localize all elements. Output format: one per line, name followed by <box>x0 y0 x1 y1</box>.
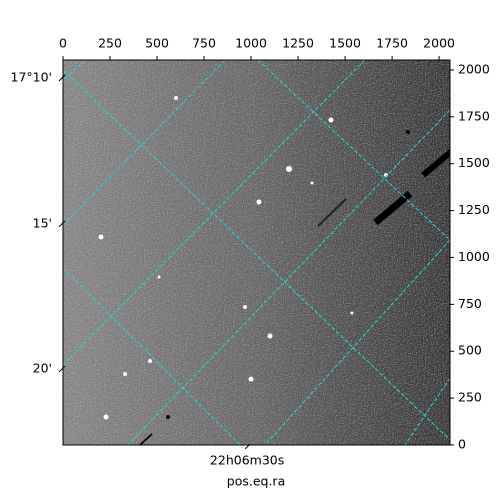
y-tick-label: 250 <box>458 390 482 405</box>
x-tick-label: 1750 <box>376 36 408 51</box>
y-tick-label: 0 <box>458 437 466 452</box>
sky-image <box>63 60 450 445</box>
x-tick-label: 2000 <box>423 36 455 51</box>
x-tick-label: 1500 <box>329 36 361 51</box>
y-tick-label: 1750 <box>458 108 490 123</box>
x-axis-label: pos.eq.ra <box>227 474 285 489</box>
dec-tick <box>58 74 66 82</box>
ra-tick <box>244 443 251 450</box>
dec-tick <box>58 365 66 373</box>
coordinate-grid <box>63 60 450 445</box>
y-tick-label: 1000 <box>458 249 490 264</box>
x-tick-label: 500 <box>145 36 169 51</box>
y-tick-label: 2000 <box>458 61 490 76</box>
x-tick-label: 250 <box>98 36 122 51</box>
y-tick-label: 750 <box>458 296 482 311</box>
dec-tick-label: 20' <box>33 361 52 376</box>
y-tick-label: 1250 <box>458 202 490 217</box>
y-tick-label: 1500 <box>458 155 490 170</box>
dec-tick <box>58 220 66 228</box>
frame <box>62 59 451 446</box>
y-tick-label: 500 <box>458 343 482 358</box>
dec-tick-label: 17°10' <box>11 70 53 85</box>
ra-tick-label: 22h06m30s <box>210 453 284 468</box>
x-tick-label: 1250 <box>282 36 314 51</box>
x-tick-label: 0 <box>59 36 67 51</box>
dec-tick-label: 15' <box>33 215 52 230</box>
x-tick-label: 750 <box>192 36 216 51</box>
x-tick-label: 1000 <box>235 36 267 51</box>
